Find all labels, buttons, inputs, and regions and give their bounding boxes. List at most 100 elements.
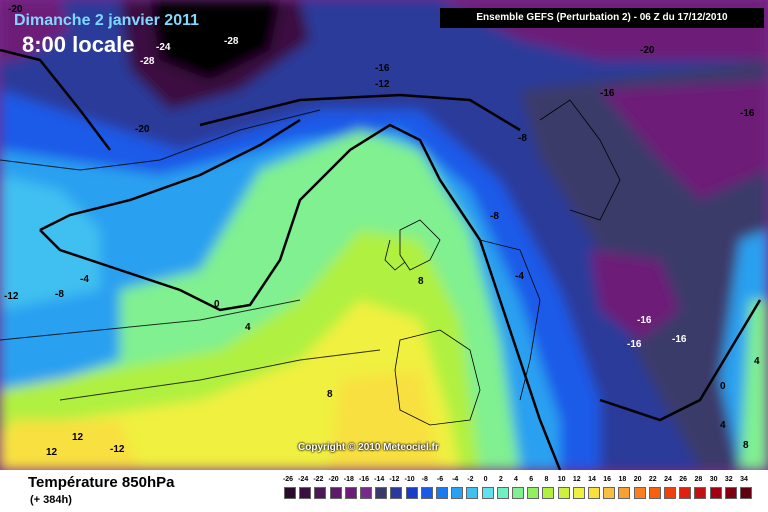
model-run-label: Ensemble GEFS (Perturbation 2) - 06 Z du… [440,8,764,28]
legend-tick-label: 18 [618,476,627,483]
legend-swatch [481,487,494,499]
legend-tick-label: -2 [467,476,474,483]
legend-tick-label: 34 [740,476,748,483]
legend-swatch [542,487,555,499]
legend-tick-label: 26 [679,476,688,483]
contour-label: 4 [245,322,251,333]
contour-label: -12 [4,291,19,302]
legend-tick-label: 20 [633,476,642,483]
contour-label: -16 [627,339,642,350]
contour-label: 8 [743,440,749,451]
contour-label: 8 [418,276,424,287]
forecast-date: Dimanche 2 janvier 2011 [14,12,199,29]
legend-tick-label: 12 [572,476,581,483]
legend-swatch [740,487,752,499]
contour-label: -20 [135,124,150,135]
contour-label: -12 [110,444,125,455]
legend-swatch [451,487,464,499]
legend-swatch [709,487,722,499]
contour-label: -16 [375,63,390,74]
legend-tick-label: -22 [313,476,324,483]
legend-tick-label: -16 [358,476,370,483]
legend-swatch [724,487,737,499]
legend-swatch [405,487,418,499]
legend-tick-label: 32 [724,476,733,483]
contour-label: -16 [672,334,687,345]
legend-tick-label: -10 [404,476,415,483]
contour-label: -4 [515,271,524,282]
legend-tick-label: -4 [452,476,459,483]
contour-label: -24 [156,42,171,53]
legend-swatch [390,487,403,499]
legend-swatch [633,487,646,499]
temperature-field: -20 -24 -28 -28 -20 -16 -12 -20 -16 -16 … [0,0,768,470]
contour-label: 8 [327,389,333,400]
forecast-time: 8:00 locale [22,32,135,57]
legend-swatch [420,487,433,499]
legend-tick-label: 10 [557,476,566,483]
legend-swatch [314,487,327,499]
contour-label: 0 [214,299,220,310]
copyright-notice: Copyright © 2010 Meteociel.fr [298,442,439,453]
legend-tick-label: 8 [544,476,549,483]
legend-tick-label: -26 [282,476,294,483]
legend-swatch [512,487,524,499]
contour-label: -20 [8,4,23,15]
legend-swatch [694,487,707,499]
legend-tick-label: 22 [648,476,657,483]
legend-swatch [527,487,540,499]
legend-swatch [557,487,570,499]
legend-tick-label: 6 [529,476,534,483]
legend-swatch [375,487,388,499]
contour-label: 12 [72,432,84,443]
contour-label: -20 [640,45,655,56]
isotherms-major [0,48,762,470]
legend-swatch [344,487,357,499]
legend-swatch [664,487,676,499]
contour-label: 4 [754,356,760,367]
contour-label: -28 [224,36,239,47]
legend-tick-label: -12 [389,476,400,483]
contour-label: -4 [80,274,89,285]
legend-swatch [329,487,342,499]
legend-swatch [572,487,585,499]
legend-tick-label: 30 [709,476,718,483]
coastlines [384,99,621,426]
forecast-range: (+ 384h) [30,494,72,506]
legend-swatch [466,487,479,499]
legend-swatch [436,487,448,499]
legend-swatch [588,487,600,499]
legend-swatch [299,487,312,499]
legend-tick-label: -24 [298,476,309,483]
legend-tick-label: 0 [483,476,488,483]
legend-swatch [618,487,631,499]
contour-label: -8 [518,133,527,144]
parameter-title: Température 850hPa [28,474,175,491]
legend-tick-label: -18 [343,476,354,483]
contour-label: 12 [46,447,58,458]
legend-tick-label: 16 [603,476,612,483]
legend-swatch [496,487,509,499]
contour-label: 0 [720,381,726,392]
isotherms-minor [0,109,381,401]
contour-label: -12 [375,79,390,90]
legend-tick-label: 4 [514,476,518,483]
legend-swatch [648,487,661,499]
contour-label: -16 [740,108,755,119]
contour-label: -8 [490,211,499,222]
color-legend: -26 -24 -22 -20 -18 -16 -14 -12 -10 -8 -6 -4 -2 0 2 4 6 8… [282,476,758,506]
contour-label-group: -20 -24 -28 -28 -20 -16 -12 -20 -16 -16 … [4,4,760,458]
contour-label: -16 [600,88,615,99]
legend-tick-label: 24 [664,476,672,483]
contour-label: -16 [637,315,652,326]
contour-label: -28 [140,56,155,67]
legend-tick-label: -8 [421,476,428,483]
legend-swatch [360,487,372,499]
weather-map: -20 -24 -28 -28 -20 -16 -12 -20 -16 -16 … [0,0,768,470]
legend-swatch [603,487,616,499]
legend-tick-label: -20 [328,476,339,483]
contour-label: 4 [720,420,726,431]
field-shading [0,0,768,470]
legend-swatch [284,487,296,499]
legend-tick-label: 2 [498,476,503,483]
